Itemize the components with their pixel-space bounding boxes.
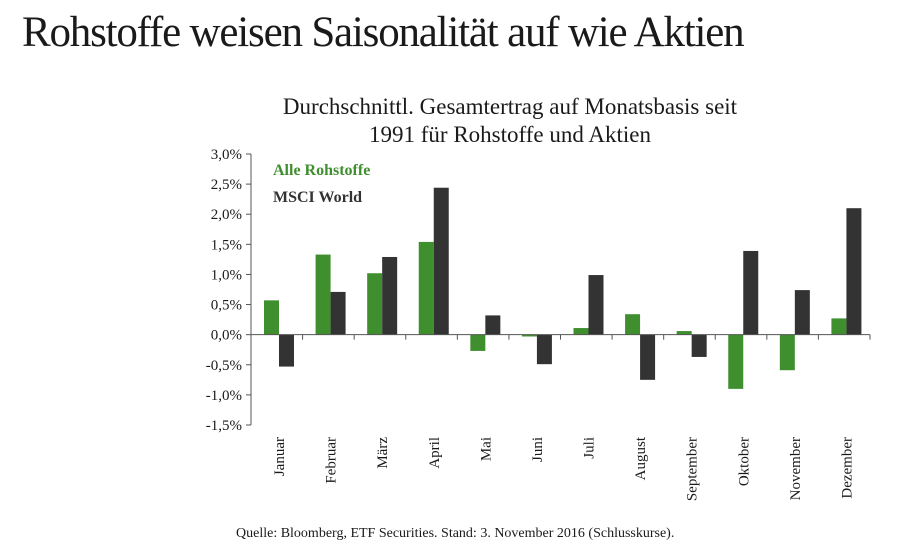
chart-title-line-1: Durchschnittl. Gesamtertrag auf Monatsba… xyxy=(282,94,738,119)
bar-rohstoffe xyxy=(573,328,589,335)
x-category-label: April xyxy=(427,437,443,469)
x-category-label: Juli xyxy=(582,437,598,459)
x-category-label: September xyxy=(685,437,701,501)
y-tick-label: 3,0% xyxy=(211,147,242,163)
x-category-label: Januar xyxy=(272,437,288,476)
bar-msci-world xyxy=(433,187,449,335)
bar-msci-world xyxy=(743,250,759,335)
bar-rohstoffe xyxy=(779,334,795,371)
x-category-label: Dezember xyxy=(839,437,855,499)
y-tick-label: 0,5% xyxy=(211,298,242,314)
x-category-label: Februar xyxy=(324,437,340,484)
x-category-label: Juni xyxy=(530,437,546,462)
chart-title-line-2: 1991 für Rohstoffe und Aktien xyxy=(369,122,651,147)
y-tick-label: 1,5% xyxy=(211,237,242,253)
bar-rohstoffe xyxy=(418,241,434,335)
bar-rohstoffe xyxy=(315,254,331,335)
bar-msci-world xyxy=(794,290,810,335)
x-category-label: März xyxy=(375,437,391,469)
bar-rohstoffe xyxy=(625,314,641,335)
y-tick-label: -1,0% xyxy=(206,388,242,404)
legend-rohstoffe: Alle Rohstoffe xyxy=(273,162,370,179)
x-category-label: November xyxy=(788,437,804,500)
bar-rohstoffe xyxy=(264,300,279,335)
bar-msci-world xyxy=(279,334,294,367)
legend-msci-world: MSCI World xyxy=(273,189,362,206)
y-tick-label: -1,5% xyxy=(206,418,242,434)
x-category-label: Mai xyxy=(478,437,494,461)
bar-rohstoffe xyxy=(831,318,847,335)
bar-rohstoffe xyxy=(521,334,537,337)
bar-msci-world xyxy=(485,315,501,335)
x-category-label: August xyxy=(633,436,649,480)
bar-msci-world xyxy=(588,275,604,335)
bar-msci-world xyxy=(691,334,707,357)
y-tick-label: 2,5% xyxy=(211,177,242,193)
bar-msci-world xyxy=(846,208,862,335)
bar-msci-world xyxy=(382,256,398,335)
source-note: Quelle: Bloomberg, ETF Securities. Stand… xyxy=(236,526,675,541)
bar-rohstoffe xyxy=(367,273,383,335)
bar-rohstoffe xyxy=(676,331,692,335)
bar-rohstoffe xyxy=(470,334,486,351)
y-tick-label: -0,5% xyxy=(206,358,242,374)
headline: Rohstoffe weisen Saisonalität auf wie Ak… xyxy=(22,9,745,56)
y-tick-label: 1,0% xyxy=(211,267,242,283)
y-tick-label: 0,0% xyxy=(211,328,242,344)
y-tick-label: 2,0% xyxy=(211,207,242,223)
bar-msci-world xyxy=(536,334,552,365)
x-category-label: Oktober xyxy=(736,437,752,486)
bar-msci-world xyxy=(330,291,346,335)
bar-msci-world xyxy=(640,334,656,380)
bar-rohstoffe xyxy=(728,334,744,389)
